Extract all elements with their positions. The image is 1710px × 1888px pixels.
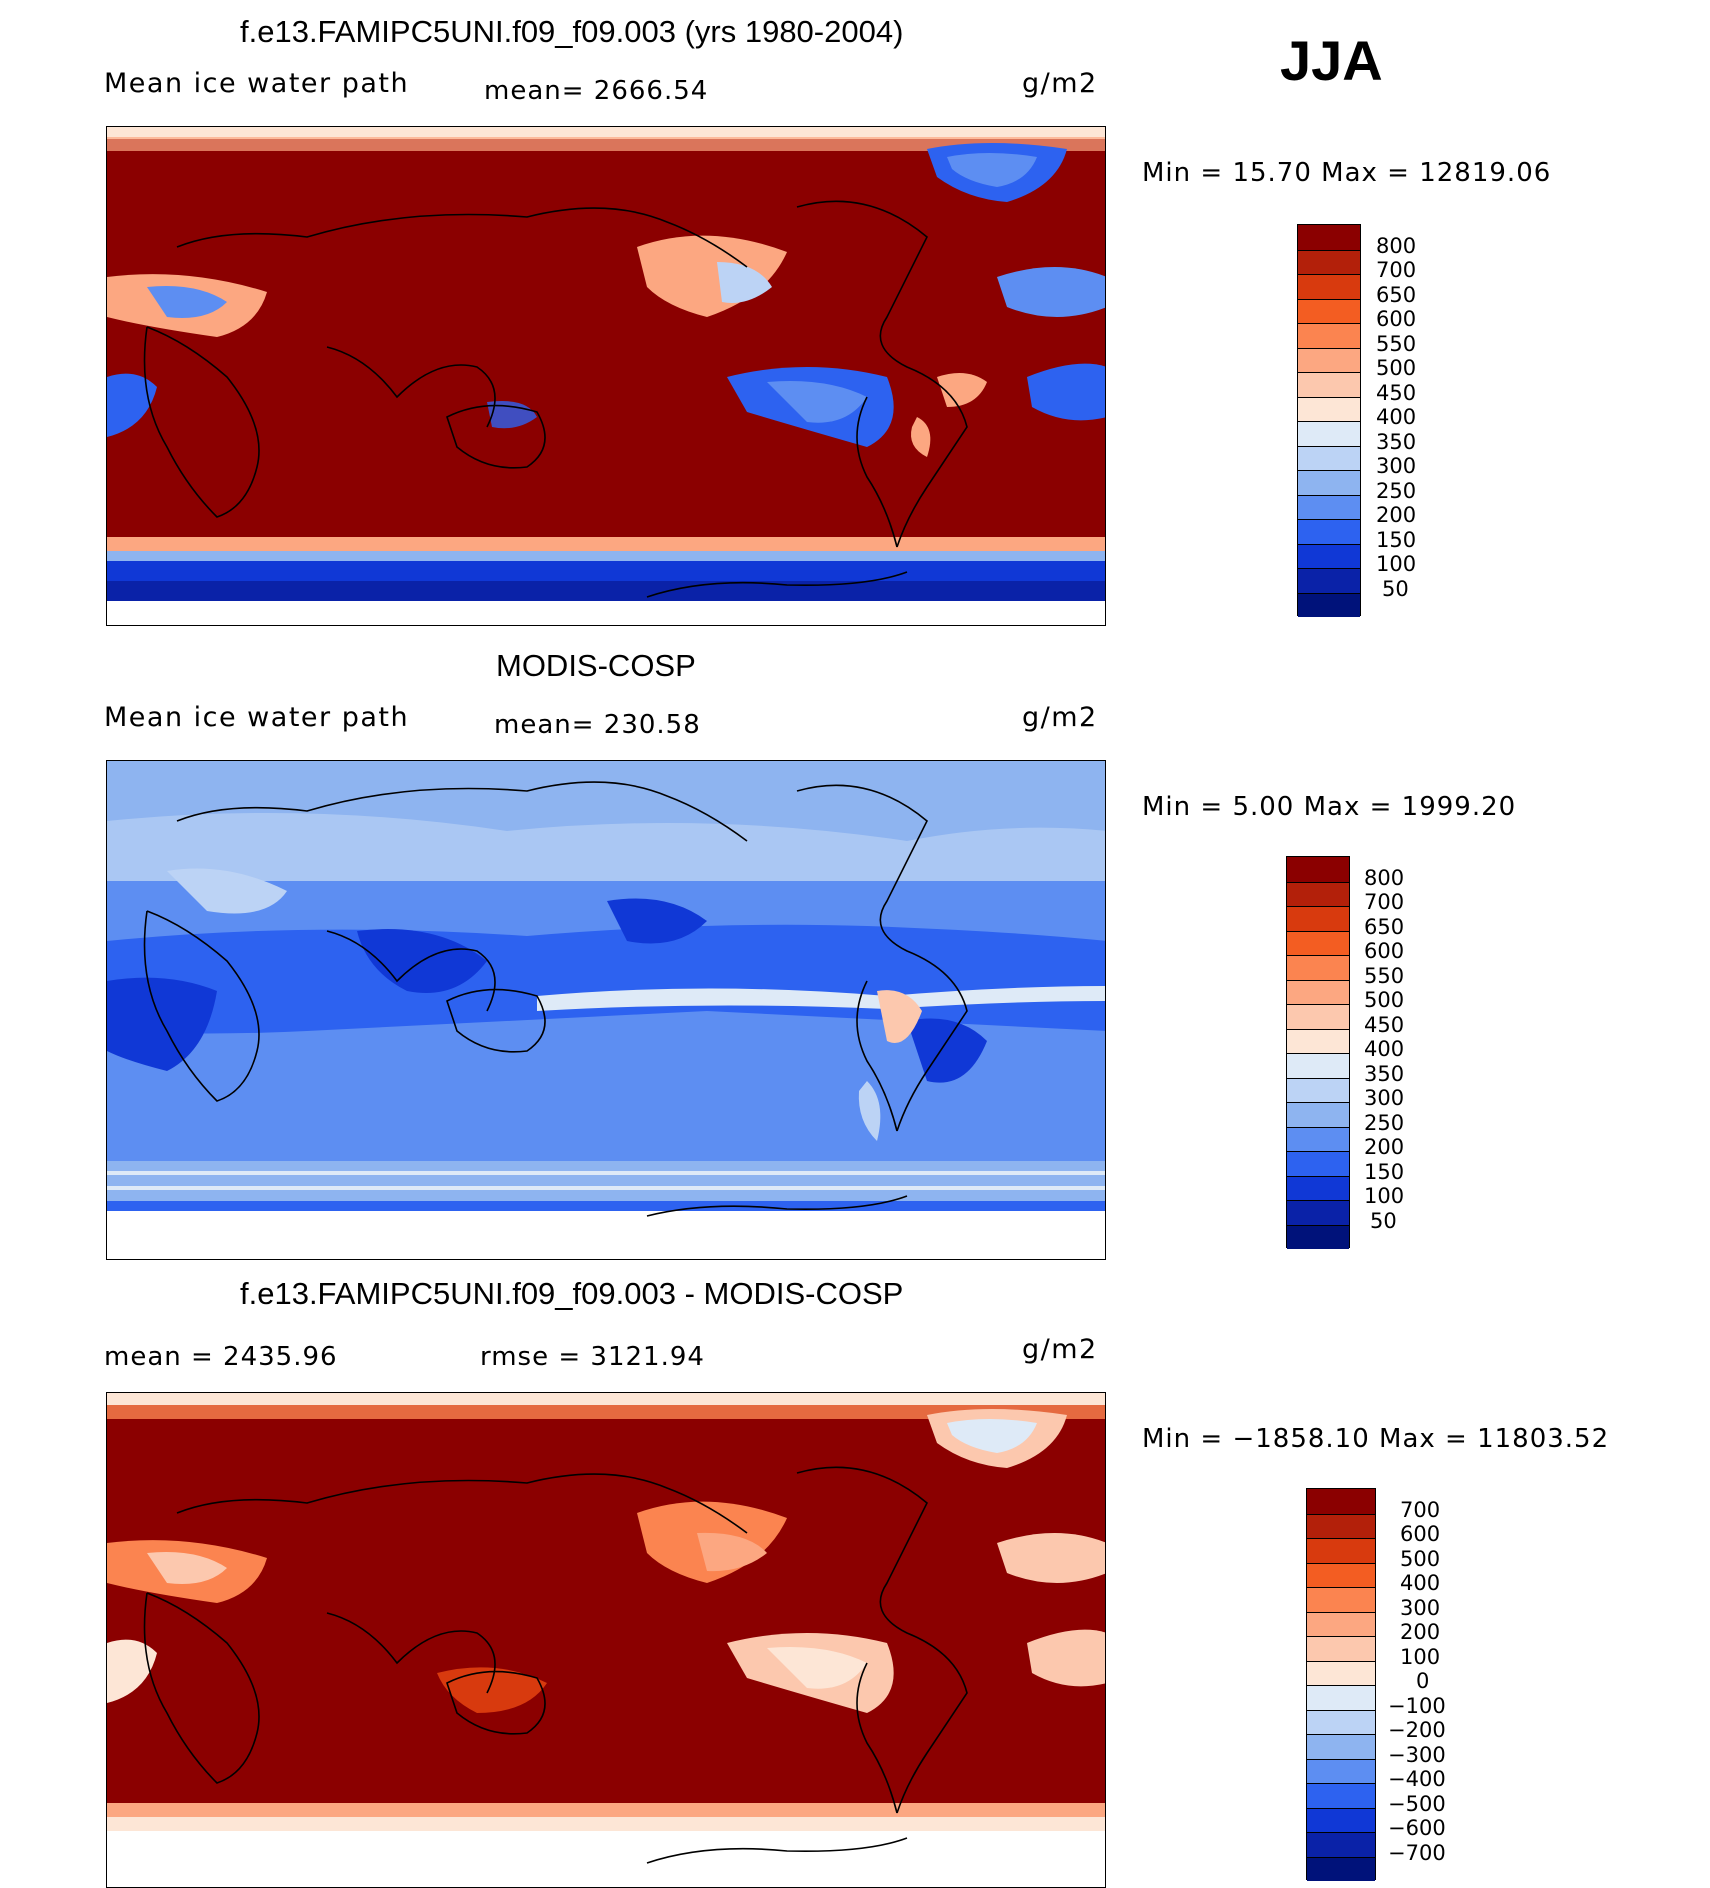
panel-1-variable-label: Mean ice water path [104, 68, 410, 99]
colorbar-tick-label: 300 [1400, 1596, 1441, 1620]
colorbar-tick-label: 450 [1364, 1013, 1405, 1037]
colorbar-tick-label: 650 [1376, 283, 1417, 307]
panel-2-map-field [107, 761, 1105, 1259]
panel-2-minmax-label: Min = 5.00 Max = 1999.20 [1142, 792, 1517, 822]
colorbar-tick-label: 600 [1364, 939, 1405, 963]
panel-3-minmax-label: Min = −1858.10 Max = 11803.52 [1142, 1424, 1610, 1454]
colorbar-tick-label: 200 [1400, 1620, 1441, 1644]
colorbar-tick-label: 150 [1364, 1160, 1405, 1184]
colorbar-tick-label: 150 [1376, 528, 1417, 552]
panel-2-units-label: g/m2 [1022, 702, 1098, 733]
panel-3-units-label: g/m2 [1022, 1334, 1098, 1365]
colorbar-tick-label: 550 [1376, 332, 1417, 356]
colorbar-tick-label: −200 [1388, 1718, 1446, 1742]
colorbar-tick-label: 100 [1376, 552, 1417, 576]
panel-2-variable-label: Mean ice water path [104, 702, 410, 733]
colorbar-tick-label: 400 [1400, 1571, 1441, 1595]
colorbar-tick-label: 500 [1376, 356, 1417, 380]
colorbar-tick-label: −300 [1388, 1743, 1446, 1767]
colorbar-tick-label: 200 [1376, 503, 1417, 527]
panel-3-mean-label: mean = 2435.96 [104, 1342, 338, 1372]
panel-1-units-label: g/m2 [1022, 68, 1098, 99]
colorbar-tick-label: 700 [1400, 1498, 1441, 1522]
panel-1-mean-label: mean= 2666.54 [484, 76, 709, 106]
colorbar-tick-label: 700 [1376, 258, 1417, 282]
colorbar-tick-label: 200 [1364, 1135, 1405, 1159]
colorbar-tick-label: 100 [1400, 1645, 1441, 1669]
colorbar-tick-label: 300 [1376, 454, 1417, 478]
colorbar-tick-label: 400 [1376, 405, 1417, 429]
panel-2-title: MODIS-COSP [496, 648, 696, 683]
panel-2-mean-label: mean= 230.58 [494, 710, 701, 740]
colorbar-tick-label: 50 [1370, 1209, 1397, 1233]
colorbar-tick-label: 650 [1364, 915, 1405, 939]
panel-3-map [106, 1392, 1106, 1888]
panel-2-map [106, 760, 1106, 1260]
colorbar-tick-label: 50 [1382, 577, 1409, 601]
colorbar-tick-label: 500 [1364, 988, 1405, 1012]
colorbar-tick-label: 350 [1364, 1062, 1405, 1086]
panel-3-colorbar [1306, 1488, 1376, 1881]
panel-1-title: f.e13.FAMIPC5UNI.f09_f09.003 (yrs 1980-2… [240, 14, 904, 49]
colorbar-tick-label: 550 [1364, 964, 1405, 988]
colorbar-tick-label: −700 [1388, 1841, 1446, 1865]
colorbar-tick-label: 0 [1416, 1669, 1430, 1693]
panel-2-colorbar [1286, 856, 1350, 1249]
colorbar-tick-label: 500 [1400, 1547, 1441, 1571]
colorbar-tick-label: 400 [1364, 1037, 1405, 1061]
colorbar-tick-label: −500 [1388, 1792, 1446, 1816]
panel-3-rmse-label: rmse = 3121.94 [480, 1342, 705, 1372]
colorbar-tick-label: −400 [1388, 1767, 1446, 1791]
colorbar-tick-label: 300 [1364, 1086, 1405, 1110]
colorbar-tick-label: 700 [1364, 890, 1405, 914]
panel-1-colorbar [1297, 224, 1361, 617]
colorbar-tick-label: 250 [1376, 479, 1417, 503]
panel-1-map-field [107, 127, 1105, 625]
season-label: JJA [1280, 29, 1383, 92]
colorbar-tick-label: 250 [1364, 1111, 1405, 1135]
colorbar-tick-label: 600 [1376, 307, 1417, 331]
colorbar-tick-label: 800 [1376, 234, 1417, 258]
colorbar-tick-label: 600 [1400, 1522, 1441, 1546]
colorbar-tick-label: 450 [1376, 381, 1417, 405]
colorbar-tick-label: −100 [1388, 1694, 1446, 1718]
colorbar-tick-label: 350 [1376, 430, 1417, 454]
panel-3-title: f.e13.FAMIPC5UNI.f09_f09.003 - MODIS-COS… [240, 1276, 904, 1311]
colorbar-tick-label: 100 [1364, 1184, 1405, 1208]
panel-1-minmax-label: Min = 15.70 Max = 12819.06 [1142, 158, 1552, 188]
panel-1-map [106, 126, 1106, 626]
colorbar-tick-label: 800 [1364, 866, 1405, 890]
colorbar-tick-label: −600 [1388, 1816, 1446, 1840]
panel-3-map-field [107, 1393, 1105, 1887]
